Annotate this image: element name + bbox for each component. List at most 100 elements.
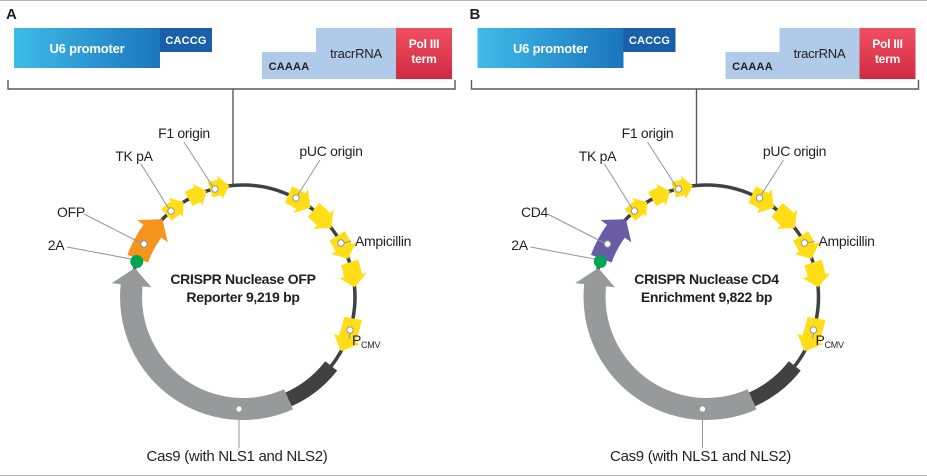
feature-f1-origin-block-2	[671, 175, 693, 200]
amp-anchor-dot	[800, 239, 809, 247]
tkpa-leader-line	[140, 163, 170, 210]
plasmid-name-line1: CRISPR Nuclease OFP	[170, 271, 315, 287]
puc-leader-line	[760, 159, 784, 197]
caaaa-overhang-box	[725, 52, 780, 79]
panel-b: B U6 promoter CACCG CAAAA tracrRNA Pol I…	[470, 6, 920, 465]
caccg-overhang-box	[623, 28, 676, 52]
pol-iii-term-label-line1: Pol III	[872, 37, 903, 51]
feature-f1-origin-block-1	[648, 183, 670, 206]
feature-ampicillin-block-2	[802, 259, 831, 288]
cas9-anchor-dot	[698, 405, 707, 413]
cas9-anchor-dot	[235, 405, 243, 413]
plasmid-name-line2: Enrichment 9,822 bp	[641, 289, 772, 305]
pol-iii-term-label-line1: Pol III	[409, 37, 440, 51]
u6-promoter-label: U6 promoter	[513, 41, 588, 56]
tk-pa-label: TK pA	[115, 148, 153, 164]
tracrrna-box	[316, 28, 396, 79]
ampicillin-label: Ampicillin	[355, 233, 411, 249]
pol-iii-term-box	[859, 28, 916, 79]
tracrrna-label: tracrRNA	[794, 46, 846, 61]
guide-cassette: U6 promoter CACCG CAAAA tracrRNA Pol III…	[14, 28, 452, 79]
gene-label: CD4	[521, 204, 549, 220]
feature-puc-origin-block-2	[771, 203, 798, 229]
pcmv-anchor-dot	[346, 326, 354, 334]
f1-anchor-dot	[211, 185, 219, 193]
caaaa-overhang-box	[262, 52, 316, 79]
caaaa-label: CAAAA	[732, 61, 773, 73]
plasmid-name-line1: CRISPR Nuclease CD4	[634, 271, 779, 287]
feature-pcmv-block	[797, 316, 826, 352]
pcmv-leader-line	[812, 332, 814, 340]
pcmv-leader-line	[348, 332, 351, 340]
caaaa-label: CAAAA	[269, 61, 310, 73]
feature-cas9-arrow	[111, 268, 293, 421]
bracket-line	[7, 80, 456, 90]
feature-f1-origin-block-2	[207, 175, 230, 200]
tk-pa-label: TK pA	[579, 148, 617, 164]
feature-puc-origin-block-2	[307, 203, 334, 229]
gene-leader-line	[547, 213, 605, 244]
cassette-bracket	[470, 80, 920, 186]
cassette-bracket	[7, 80, 456, 186]
ampicillin-label: Ampicillin	[819, 233, 875, 249]
panel-label: A	[6, 6, 17, 23]
plasmid-features	[575, 175, 831, 421]
gene-anchor-dot	[140, 240, 148, 248]
pcmv-label: PCMV	[816, 332, 844, 350]
pol-iii-term-label-line2: term	[875, 52, 900, 66]
pol-iii-term-box	[396, 28, 452, 79]
f1-leader-line	[647, 141, 677, 188]
tracrrna-box	[779, 28, 860, 79]
feature-cas9-arrow	[575, 268, 757, 421]
gene-anchor-dot	[603, 240, 612, 248]
caccg-overhang-box	[160, 28, 212, 52]
plasmid-map: F1 origin TK pA pUC origin Ampicillin PC…	[48, 125, 412, 465]
puc-anchor-dot	[755, 194, 764, 202]
feature-gene-arrow	[127, 219, 168, 263]
puc-anchor-dot	[292, 194, 300, 202]
2a-linker-dot	[593, 255, 607, 268]
f1-anchor-dot	[674, 185, 683, 193]
feature-backbone-dark-segment	[285, 361, 338, 407]
u6-promoter-box	[14, 28, 160, 68]
caccg-label: CACCG	[629, 35, 670, 47]
plasmid-name-line2: Reporter 9,219 bp	[186, 289, 299, 305]
cas9-label: Cas9 (with NLS1 and NLS2)	[610, 448, 791, 465]
panel-a: A U6 promoter CACCG CAAAA tracrRNA Pol I…	[6, 6, 456, 465]
u6-promoter-label: U6 promoter	[49, 41, 124, 56]
caccg-label: CACCG	[165, 35, 206, 47]
bracket-line	[470, 80, 920, 90]
puc-origin-label: pUC origin	[763, 143, 826, 159]
amp-anchor-dot	[337, 239, 345, 247]
amp-leader-line	[807, 240, 815, 244]
cas9-label: Cas9 (with NLS1 and NLS2)	[147, 448, 328, 465]
gene-label: OFP	[57, 204, 85, 220]
u6-promoter-box	[477, 28, 624, 68]
feature-gene-arrow	[590, 219, 632, 263]
tkpa-leader-line	[604, 163, 633, 210]
guide-cassette: U6 promoter CACCG CAAAA tracrRNA Pol III…	[477, 28, 916, 79]
2a-leader-line	[530, 246, 595, 260]
f1-origin-label: F1 origin	[622, 125, 674, 141]
tkpa-anchor-dot	[167, 207, 175, 215]
pol-iii-term-label-line2: term	[411, 52, 436, 66]
plasmid-map: F1 origin TK pA pUC origin Ampicillin PC…	[511, 125, 875, 465]
f1-leader-line	[183, 141, 214, 188]
feature-backbone-dark-segment	[749, 361, 801, 407]
feature-pcmv-block	[333, 316, 362, 352]
f1-origin-label: F1 origin	[158, 125, 210, 141]
tkpa-anchor-dot	[630, 207, 639, 215]
2a-linker-dot	[130, 255, 144, 268]
2a-label: 2A	[48, 237, 65, 253]
tracrrna-label: tracrRNA	[330, 46, 382, 61]
amp-leader-line	[343, 240, 352, 244]
2a-label: 2A	[511, 237, 528, 253]
2a-leader-line	[66, 246, 132, 260]
pcmv-anchor-dot	[809, 326, 818, 334]
puc-leader-line	[296, 159, 321, 197]
pcmv-label: PCMV	[352, 332, 380, 350]
puc-origin-label: pUC origin	[299, 143, 362, 159]
panel-label: B	[470, 6, 481, 23]
feature-f1-origin-block-1	[184, 183, 207, 206]
